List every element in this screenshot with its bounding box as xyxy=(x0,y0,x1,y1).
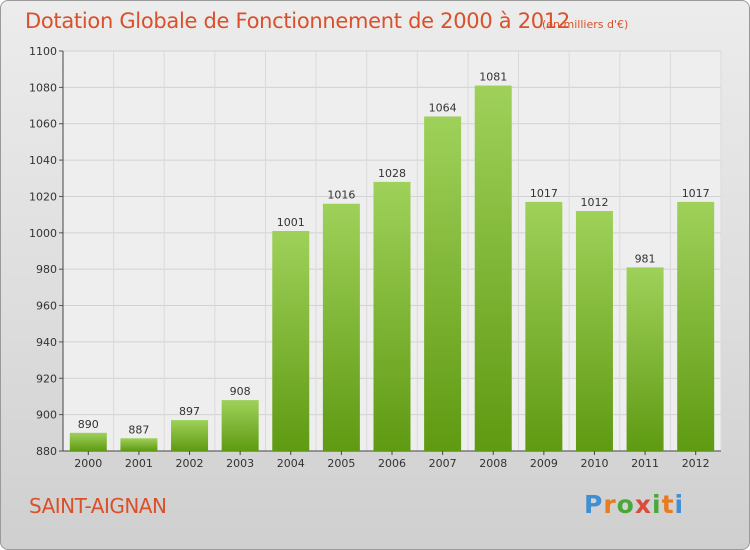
bar-2001 xyxy=(120,438,158,451)
bar-value-label: 1028 xyxy=(378,167,406,180)
y-tick-label: 880 xyxy=(36,445,57,458)
bar-2007 xyxy=(424,116,462,452)
y-tick-label: 1020 xyxy=(29,190,57,203)
y-tick-label: 1000 xyxy=(29,227,57,240)
x-tick-label: 2005 xyxy=(327,457,355,470)
x-tick-label: 2000 xyxy=(74,457,102,470)
x-tick-label: 2004 xyxy=(277,457,305,470)
bar-2006 xyxy=(373,181,411,451)
x-tick-labels: 2000 2001 2002 2003 2004 2005 2006 2007 2008 2009… xyxy=(74,457,709,470)
x-tick-label: 2003 xyxy=(226,457,254,470)
bar-value-label: 1001 xyxy=(277,216,305,229)
bar-value-label: 1081 xyxy=(479,71,507,84)
x-tick-label: 2009 xyxy=(530,457,558,470)
bar-value-label: 1012 xyxy=(580,196,608,209)
bar-2008 xyxy=(474,85,512,451)
commune-name: SAINT-AIGNAN xyxy=(29,494,167,518)
bars xyxy=(69,85,715,452)
bar-2012 xyxy=(677,201,715,451)
y-tick-label: 1100 xyxy=(29,45,57,58)
y-tick-label: 1040 xyxy=(29,154,57,167)
y-tick-label: 980 xyxy=(36,263,57,276)
chart-unit: (en milliers d'€) xyxy=(542,18,629,31)
x-tick-label: 2011 xyxy=(631,457,659,470)
x-tick-label: 2010 xyxy=(580,457,608,470)
y-tick-label: 1060 xyxy=(29,118,57,131)
bar-value-label: 1017 xyxy=(530,187,558,200)
bar-2011 xyxy=(626,267,664,451)
bar-value-label: 897 xyxy=(179,405,200,418)
y-tick-label: 940 xyxy=(36,336,57,349)
bar-2004 xyxy=(272,231,310,451)
x-tick-label: 2008 xyxy=(479,457,507,470)
bar-value-label: 890 xyxy=(78,418,99,431)
x-tick-label: 2002 xyxy=(176,457,204,470)
bar-2000 xyxy=(69,432,107,451)
bar-2009 xyxy=(525,201,563,451)
y-tick-labels: 880 900 920 940 960 980 1000 1020 1040 1060 1080 11… xyxy=(29,45,57,458)
bar-2010 xyxy=(575,211,613,451)
y-tick-label: 920 xyxy=(36,372,57,385)
y-tick-label: 1080 xyxy=(29,81,57,94)
bar-value-label: 887 xyxy=(128,423,149,436)
x-tick-label: 2001 xyxy=(125,457,153,470)
x-tick-label: 2012 xyxy=(682,457,710,470)
bar-value-label: 908 xyxy=(230,385,251,398)
bar-2003 xyxy=(221,400,259,451)
bar-2005 xyxy=(322,203,360,451)
bar-2002 xyxy=(171,420,209,451)
bar-value-labels: 890 887 897 908 1001 1016 1028 1064 1081 1017 1012… xyxy=(78,71,710,437)
bar-value-label: 1016 xyxy=(327,189,355,202)
y-tick-label: 960 xyxy=(36,300,57,313)
proxiti-logo: Proxiti xyxy=(584,490,685,519)
chart-title: Dotation Globale de Fonctionnement de 20… xyxy=(25,9,570,33)
bar-value-label: 1017 xyxy=(682,187,710,200)
x-tick-label: 2007 xyxy=(429,457,457,470)
x-tick-label: 2006 xyxy=(378,457,406,470)
y-tick-label: 900 xyxy=(36,409,57,422)
bar-value-label: 1064 xyxy=(429,101,457,114)
bar-value-label: 981 xyxy=(635,252,656,265)
